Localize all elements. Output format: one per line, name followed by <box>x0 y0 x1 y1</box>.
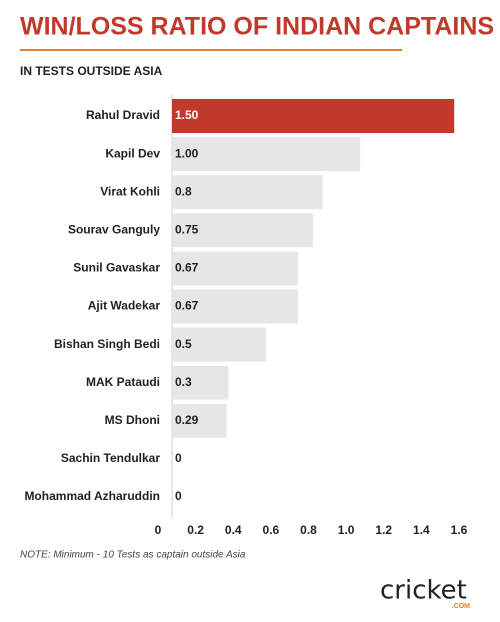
value-label: 0 <box>175 451 182 465</box>
logo-text: cricket <box>380 576 467 606</box>
chart-title: WIN/LOSS RATIO OF INDIAN CAPTAINS <box>20 13 494 41</box>
bar <box>172 99 455 133</box>
bar <box>172 137 361 172</box>
x-tick-label: 0 <box>155 523 162 537</box>
x-tick-label: 0.6 <box>263 523 280 537</box>
category-label: Ajit Wadekar <box>88 299 161 313</box>
x-tick-label: 1.2 <box>375 523 392 537</box>
category-label: Mohammad Azharuddin <box>24 489 160 503</box>
value-label: 0.5 <box>175 337 192 351</box>
value-label: 0.8 <box>175 184 192 198</box>
x-tick-label: 1.4 <box>413 523 430 537</box>
note: NOTE: Minimum - 10 Tests as captain outs… <box>20 550 246 561</box>
bar <box>172 365 229 400</box>
chart-subtitle: IN TESTS OUTSIDE ASIA <box>20 64 163 78</box>
category-label: Virat Kohli <box>100 184 160 198</box>
category-label: Sachin Tendulkar <box>61 451 160 465</box>
category-label: Sunil Gavaskar <box>73 261 160 275</box>
category-label: Sourav Ganguly <box>68 222 160 236</box>
value-label: 0.67 <box>175 261 199 275</box>
logo-sub: .COM <box>452 603 470 610</box>
category-label: Kapil Dev <box>105 146 160 160</box>
bar <box>172 289 299 324</box>
value-label: 0.67 <box>175 299 199 313</box>
x-tick-label: 1.6 <box>451 523 468 537</box>
x-tick-label: 0.4 <box>225 523 242 537</box>
bar <box>172 403 227 438</box>
category-label: Rahul Dravid <box>86 108 160 122</box>
value-label: 0.29 <box>175 413 199 427</box>
bar <box>172 175 323 210</box>
bar <box>172 327 267 362</box>
x-tick-label: 0.2 <box>187 523 204 537</box>
value-label: 0.3 <box>175 375 192 389</box>
category-label: MAK Pataudi <box>86 375 160 389</box>
value-label: 0 <box>175 489 182 503</box>
value-label: 1.00 <box>175 146 199 160</box>
x-tick-label: 1.0 <box>338 523 355 537</box>
bar <box>172 251 299 286</box>
value-label: 0.75 <box>175 222 199 236</box>
category-label: Bishan Singh Bedi <box>54 337 160 351</box>
x-tick-label: 0.8 <box>300 523 317 537</box>
bar <box>172 213 314 248</box>
value-label: 1.50 <box>175 108 199 122</box>
category-label: MS Dhoni <box>105 413 160 427</box>
